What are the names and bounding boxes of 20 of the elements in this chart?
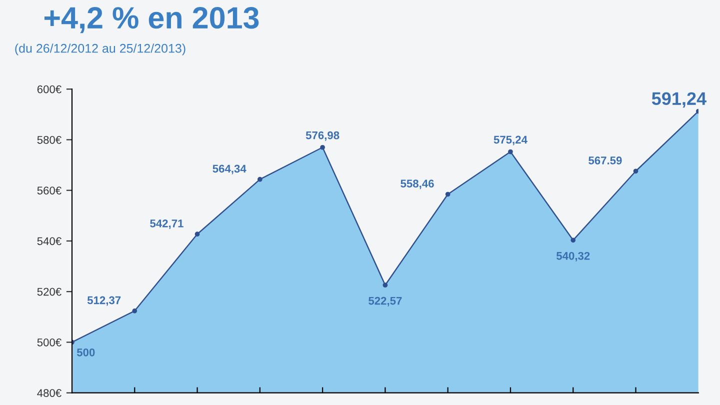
text: 567.59: [588, 156, 622, 164]
text: 512,37: [87, 296, 121, 306]
chart-subtitle: (du 26/12/2012 au 25/12/2013): [15, 44, 186, 56]
y-tick-label: 520€: [37, 288, 62, 296]
y-tick-label: 500€: [37, 338, 62, 346]
text: 558,46: [400, 180, 434, 190]
chart-title: +4,2 % en 2013: [44, 7, 259, 34]
y-tick-label: 560€: [37, 186, 62, 194]
text: 542,71: [150, 220, 184, 229]
text: 564,34: [212, 164, 246, 174]
text: 575,24: [494, 136, 528, 146]
text: 540,32: [556, 252, 590, 262]
text: 591,24: [652, 92, 706, 108]
y-tick-label: 600€: [37, 85, 62, 94]
y-tick-label: 580€: [37, 136, 62, 144]
text: 522,57: [368, 296, 402, 306]
text: 576,98: [306, 131, 340, 141]
text: 500: [76, 348, 95, 356]
y-tick-label: 480€: [37, 389, 62, 397]
y-tick-label: 540€: [37, 237, 62, 246]
